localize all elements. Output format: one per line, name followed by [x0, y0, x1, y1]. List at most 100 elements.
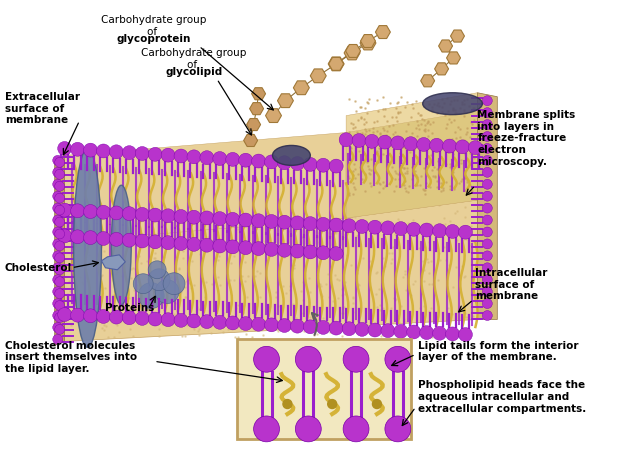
Circle shape — [135, 311, 149, 326]
Circle shape — [161, 148, 175, 162]
Circle shape — [109, 310, 123, 324]
Circle shape — [252, 317, 265, 331]
Circle shape — [265, 242, 279, 257]
Circle shape — [55, 205, 64, 215]
Circle shape — [342, 219, 356, 233]
Text: Intracellular
surface of
membrane: Intracellular surface of membrane — [475, 268, 548, 301]
Polygon shape — [102, 255, 125, 270]
Circle shape — [482, 275, 492, 285]
Circle shape — [316, 158, 330, 172]
Ellipse shape — [111, 185, 131, 305]
Circle shape — [58, 229, 71, 243]
Text: Extracellular
surface of
membrane: Extracellular surface of membrane — [5, 92, 80, 125]
Circle shape — [291, 319, 305, 333]
Circle shape — [52, 311, 63, 321]
Circle shape — [55, 193, 64, 203]
Circle shape — [52, 191, 63, 201]
Text: Phospholipid heads face the
aqueous intracellular and
extracellular compartments: Phospholipid heads face the aqueous intr… — [418, 380, 586, 414]
Circle shape — [291, 216, 305, 230]
Circle shape — [58, 307, 71, 321]
Circle shape — [368, 323, 382, 337]
Circle shape — [213, 152, 227, 165]
Circle shape — [482, 263, 492, 273]
Circle shape — [55, 253, 64, 263]
Circle shape — [253, 416, 279, 442]
Circle shape — [329, 247, 343, 261]
Circle shape — [83, 231, 97, 245]
Circle shape — [52, 239, 63, 249]
Circle shape — [303, 320, 317, 334]
Ellipse shape — [272, 145, 310, 165]
Circle shape — [328, 400, 337, 409]
Circle shape — [52, 322, 63, 332]
Text: Carbohydrate group
of: Carbohydrate group of — [142, 48, 246, 70]
Circle shape — [482, 168, 492, 177]
Circle shape — [97, 205, 111, 219]
Circle shape — [187, 314, 201, 328]
Circle shape — [163, 273, 185, 295]
Circle shape — [52, 299, 63, 309]
Circle shape — [430, 138, 444, 152]
Circle shape — [456, 140, 470, 154]
Circle shape — [482, 108, 492, 118]
Circle shape — [226, 240, 240, 254]
Circle shape — [277, 156, 291, 170]
Circle shape — [394, 222, 408, 236]
Circle shape — [213, 239, 227, 253]
Circle shape — [433, 326, 447, 340]
Circle shape — [482, 119, 492, 129]
Circle shape — [385, 346, 411, 372]
Circle shape — [213, 316, 227, 329]
Circle shape — [433, 224, 447, 238]
Circle shape — [316, 246, 330, 260]
Circle shape — [148, 208, 162, 222]
Circle shape — [342, 322, 356, 336]
Circle shape — [52, 263, 63, 273]
Circle shape — [303, 158, 317, 171]
Circle shape — [329, 159, 343, 173]
Circle shape — [109, 206, 123, 220]
Circle shape — [303, 245, 317, 259]
Circle shape — [58, 142, 71, 155]
Circle shape — [226, 153, 240, 166]
Circle shape — [295, 416, 321, 442]
Circle shape — [239, 316, 253, 331]
Circle shape — [329, 218, 343, 232]
Text: Proteins: Proteins — [105, 302, 154, 312]
Circle shape — [291, 157, 305, 171]
Circle shape — [343, 416, 369, 442]
Circle shape — [277, 215, 291, 229]
Circle shape — [277, 319, 291, 332]
Circle shape — [123, 146, 137, 160]
Circle shape — [420, 326, 434, 340]
Circle shape — [123, 311, 137, 325]
Circle shape — [55, 241, 64, 251]
Circle shape — [200, 151, 214, 165]
Circle shape — [482, 311, 492, 321]
Circle shape — [226, 212, 240, 226]
Circle shape — [174, 210, 188, 223]
Text: Cholesterol molecules
insert themselves into
the lipid layer.: Cholesterol molecules insert themselves … — [5, 340, 137, 374]
Circle shape — [52, 227, 63, 237]
Circle shape — [442, 139, 456, 153]
Circle shape — [174, 313, 188, 327]
Circle shape — [174, 237, 188, 251]
FancyBboxPatch shape — [237, 340, 411, 439]
Circle shape — [58, 203, 71, 217]
Circle shape — [55, 289, 64, 299]
Circle shape — [295, 346, 321, 372]
Circle shape — [482, 251, 492, 261]
Circle shape — [71, 308, 85, 322]
Circle shape — [420, 223, 434, 237]
Circle shape — [265, 318, 279, 332]
Circle shape — [55, 169, 64, 179]
Circle shape — [161, 209, 175, 223]
Circle shape — [135, 147, 149, 160]
Circle shape — [155, 280, 179, 304]
Circle shape — [468, 141, 482, 155]
Circle shape — [55, 229, 64, 239]
Circle shape — [368, 220, 382, 234]
Polygon shape — [55, 155, 64, 345]
Circle shape — [97, 310, 111, 323]
Circle shape — [97, 232, 111, 246]
